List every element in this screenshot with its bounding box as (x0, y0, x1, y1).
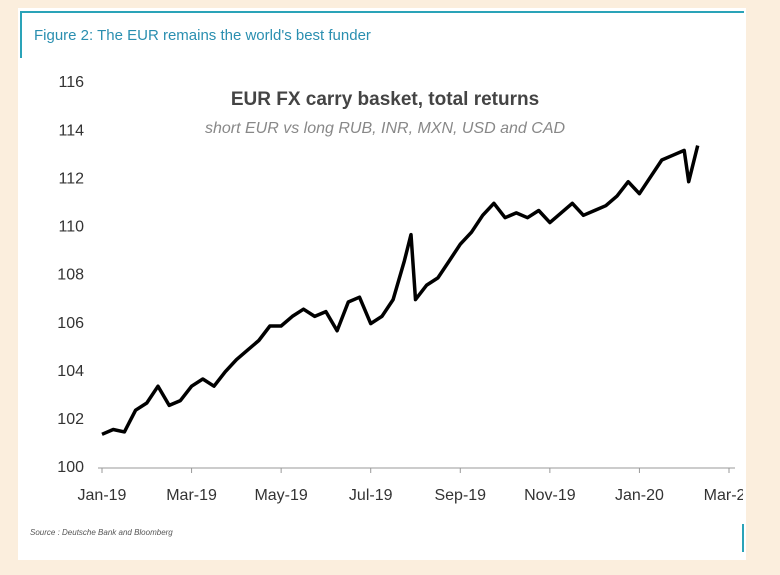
x-tick-label: May-19 (254, 487, 307, 504)
y-tick-label: 106 (57, 315, 84, 332)
x-tick-label: Jan-20 (615, 487, 664, 504)
y-tick-label: 112 (58, 170, 84, 187)
x-tick-label: Mar-19 (166, 487, 217, 504)
y-tick-label: 108 (57, 267, 84, 284)
x-tick-label: Sep-19 (434, 487, 486, 504)
x-tick-label: Jan-19 (78, 487, 127, 504)
plot: EUR FX carry basket, total returns short… (57, 74, 755, 504)
y-tick-label: 110 (58, 219, 84, 236)
line-series (101, 145, 700, 436)
y-tick-label: 114 (58, 122, 84, 139)
source: Source : Deutsche Bank and Bloomberg (30, 528, 173, 537)
y-tick-label: 116 (58, 74, 84, 91)
chart-title: EUR FX carry basket, total returns (231, 89, 539, 110)
x-tick-label: Jul-19 (349, 487, 393, 504)
x-tick-label: Nov-19 (524, 487, 576, 504)
y-tick-label: 104 (57, 363, 84, 380)
y-tick-label: 100 (57, 459, 84, 476)
caption: Figure 2: The EUR remains the world's be… (34, 27, 371, 44)
chart-subtitle: short EUR vs long RUB, INR, MXN, USD and… (205, 120, 566, 137)
y-tick-label: 102 (57, 411, 84, 428)
x-tick-label: Mar-20 (704, 487, 755, 504)
